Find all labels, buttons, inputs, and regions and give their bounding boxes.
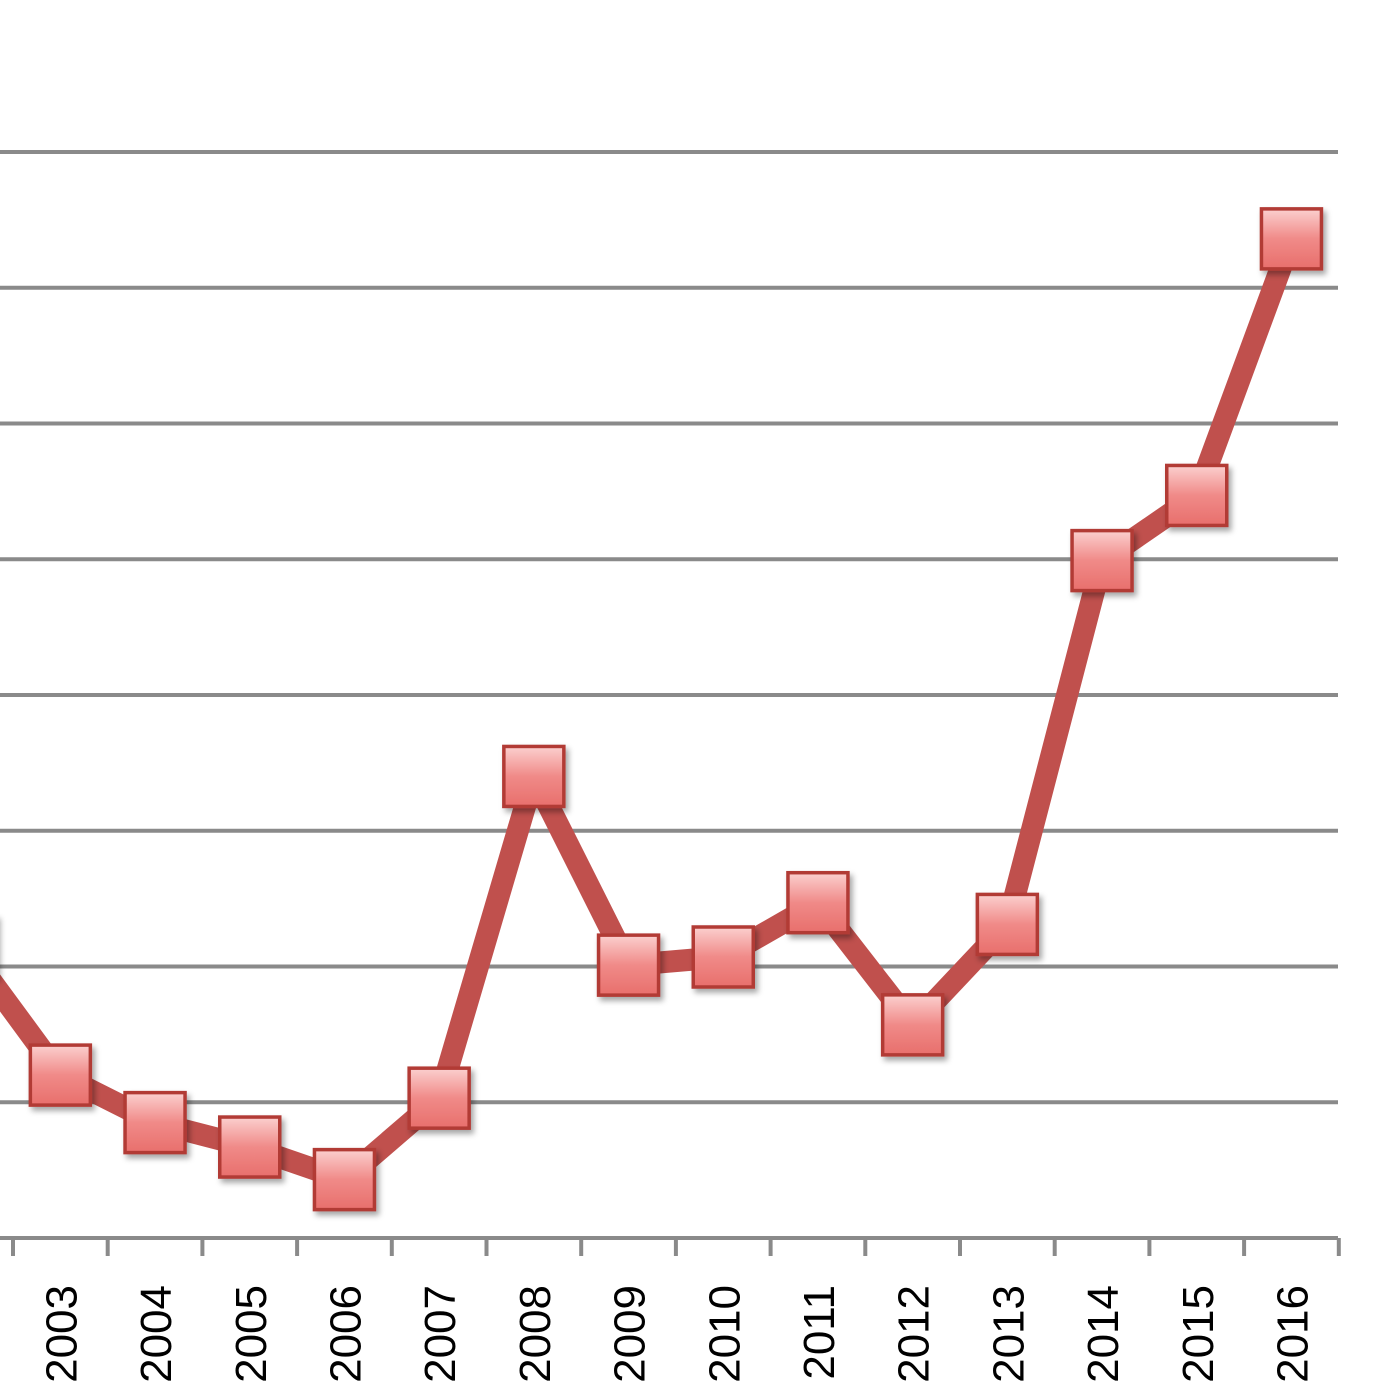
data-point-marker bbox=[596, 933, 661, 997]
data-point-marker bbox=[123, 1090, 187, 1155]
x-tick-label: 2014 bbox=[1079, 1285, 1128, 1383]
data-point-marker bbox=[1165, 463, 1229, 528]
x-tick-label: 2004 bbox=[132, 1285, 181, 1383]
data-point-marker bbox=[691, 925, 755, 989]
x-tick-label: 2013 bbox=[984, 1285, 1033, 1383]
data-point-marker bbox=[1070, 528, 1134, 593]
x-tick-label: 2006 bbox=[321, 1285, 370, 1383]
data-point-marker bbox=[502, 744, 566, 809]
x-tick-label: 2012 bbox=[890, 1285, 939, 1383]
data-point-marker bbox=[975, 892, 1040, 957]
x-tick-label: 2003 bbox=[37, 1285, 86, 1383]
x-tick-label: 2009 bbox=[606, 1285, 655, 1383]
x-axis bbox=[0, 1236, 1341, 1256]
x-tick-label: 2008 bbox=[511, 1285, 560, 1383]
x-tick-label: 2010 bbox=[700, 1285, 749, 1383]
data-point-marker bbox=[28, 1043, 93, 1107]
data-point-marker bbox=[312, 1147, 377, 1212]
data-point-marker bbox=[407, 1066, 471, 1130]
x-tick-label: 2011 bbox=[795, 1285, 844, 1380]
series bbox=[0, 207, 1324, 1212]
gridlines bbox=[0, 150, 1338, 1105]
x-tick-label: 2016 bbox=[1268, 1285, 1317, 1383]
data-point-marker bbox=[218, 1115, 282, 1179]
x-tick-label: 2015 bbox=[1174, 1285, 1223, 1383]
data-point-marker bbox=[1259, 207, 1324, 271]
x-tick-labels: 2003 2004 2005 2006 2007 2008 2009 2010 2011 2012… bbox=[37, 1285, 1317, 1383]
x-tick-label: 2005 bbox=[227, 1285, 276, 1383]
data-point-marker bbox=[786, 870, 850, 935]
series-line bbox=[0, 227, 1303, 1191]
data-point-marker bbox=[880, 993, 945, 1057]
x-tick-label: 2007 bbox=[416, 1285, 465, 1383]
